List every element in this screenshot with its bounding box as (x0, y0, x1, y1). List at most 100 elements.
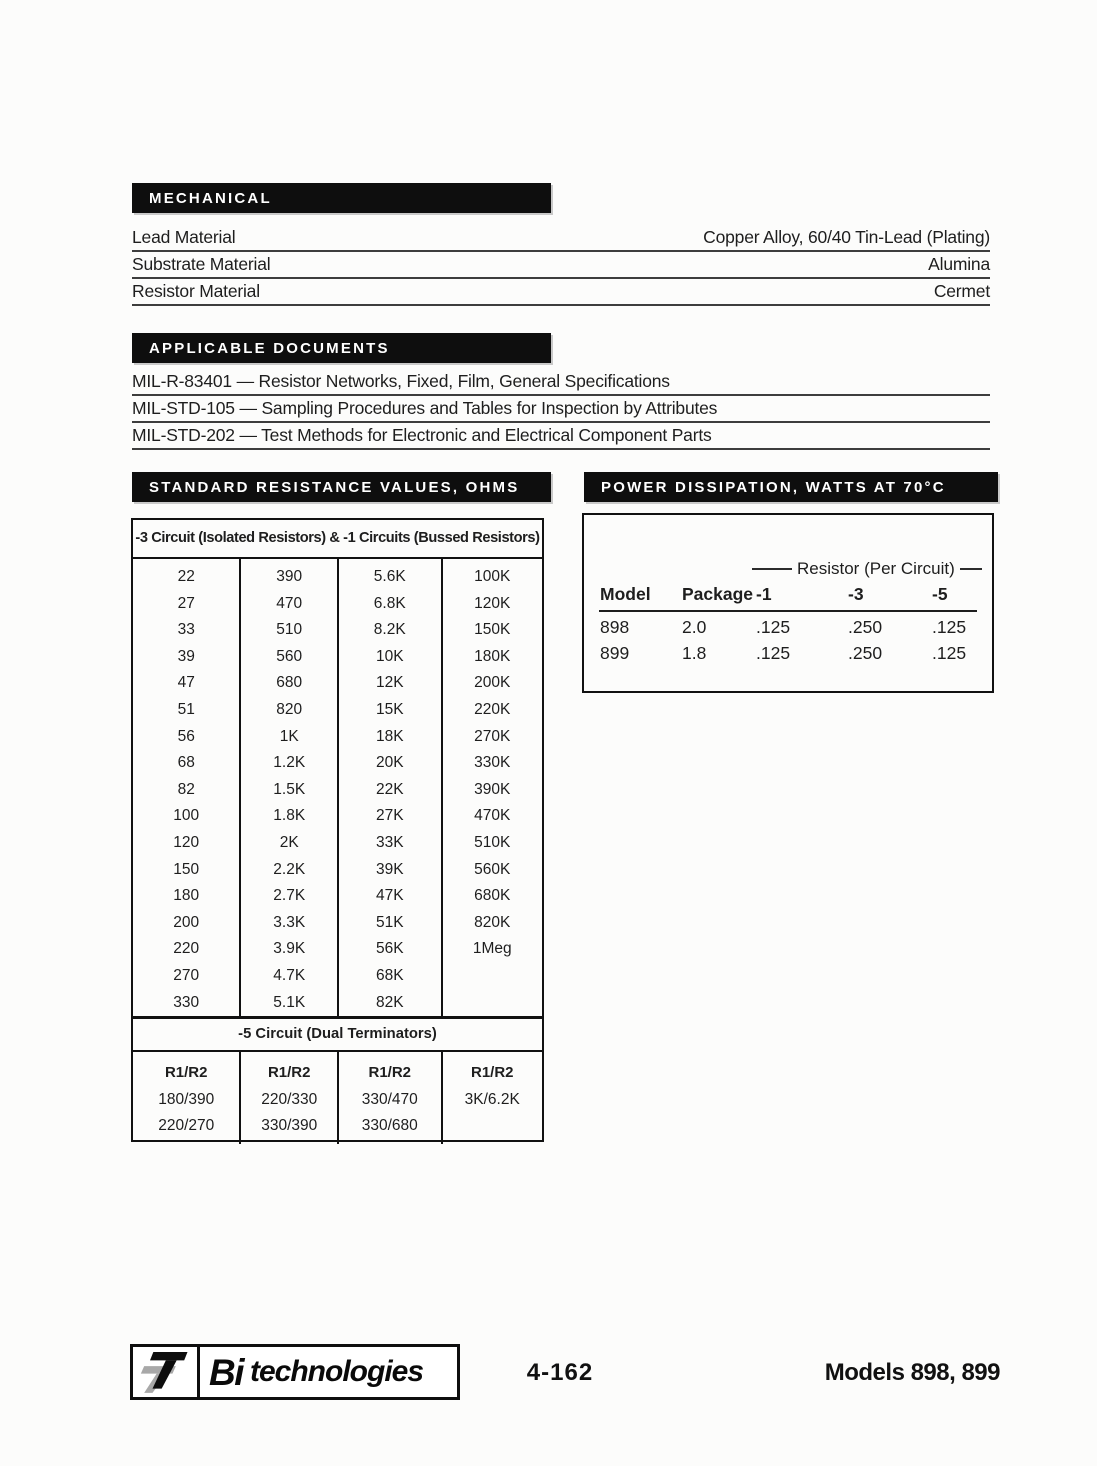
resistance-value: 100 (173, 807, 200, 825)
resistance-value: 1.2K (273, 754, 306, 772)
resistance-value: 1.5K (273, 780, 306, 798)
resistance-value: 680K (474, 887, 511, 905)
resistance-value: 47 (177, 674, 195, 692)
resistance-value: 33 (177, 621, 195, 639)
resistance-column: 100K 120K 150K 180K 200K 220K 270K 330K 390K 470K… (443, 559, 543, 1016)
resistance-column: 390 470 510 560 680 820 1K 1.2K 1.5K 1.8K 2K 2.2K 2.… (241, 559, 339, 1016)
dual-terminator-value: 330/390 (261, 1117, 318, 1134)
resistance-value: 820 (276, 700, 303, 718)
resistance-value: 22 (177, 568, 195, 585)
resistance-value: 51 (177, 700, 195, 718)
footer-logo: Bi technologies (130, 1344, 460, 1400)
power-cell: 2.0 (682, 617, 707, 637)
dual-terminator-grid: R1/R2 180/390 220/270 R1/R2 220/330 330/390 R1… (133, 1052, 542, 1144)
power-col-header-5: -5 (932, 584, 948, 604)
span-dash-right (959, 568, 982, 570)
resistance-column: 22 27 33 39 47 51 56 68 82 100 120 150 180 200 220 270 3… (133, 559, 242, 1016)
resistance-value: 510 (276, 621, 303, 639)
power-cell: .250 (848, 617, 883, 637)
section-header-applicable-documents: APPLICABLE DOCUMENTS (132, 333, 551, 363)
power-row: 898 2.0 .125 .250 .125 (584, 614, 992, 640)
resistance-grid: 22 27 33 39 47 51 56 68 82 100 120 150 180 200 220 270 3… (133, 559, 542, 1016)
resistance-value: 51K (375, 913, 404, 931)
power-dissipation-table: Resistor (Per Circuit) Model Package -1 … (582, 513, 994, 693)
dual-terminator-column: R1/R2 180/390 220/270 (133, 1052, 242, 1144)
resistance-value: 5.1K (273, 993, 306, 1011)
resistance-value: 150 (173, 860, 200, 878)
resistance-value: 8.2K (373, 621, 406, 639)
resistance-value: 33K (375, 833, 404, 851)
dual-terminator-value: 330/470 (361, 1091, 418, 1108)
spec-value: Cermet (933, 281, 990, 301)
resistance-value: 560K (474, 860, 511, 878)
resistance-value: 560 (276, 647, 303, 665)
dual-terminator-value: 330/680 (361, 1117, 418, 1134)
dual-terminator-column: R1/R2 330/470 330/680 (339, 1052, 443, 1144)
resistance-value: 82K (375, 993, 404, 1011)
dual-terminator-value: 220/330 (261, 1091, 318, 1108)
spec-label: Lead Material (132, 227, 236, 247)
resistance-value: 2K (279, 833, 299, 851)
logo-text: Bi technologies (200, 1347, 457, 1397)
resistance-table-header: -3 Circuit (Isolated Resistors) & -1 Cir… (133, 520, 542, 559)
resistance-value: 100K (474, 568, 511, 585)
power-cell: .250 (848, 643, 883, 663)
span-header-label: Resistor (Per Circuit) (797, 559, 955, 578)
document-item: MIL-STD-105 — Sampling Procedures and Ta… (132, 396, 990, 423)
logo-technologies-label: technologies (250, 1355, 424, 1388)
dual-col-header: R1/R2 (470, 1064, 514, 1081)
logo-bi-label: Bi (209, 1351, 245, 1393)
resistance-value: 220K (474, 700, 511, 718)
applicable-documents-list: MIL-R-83401 — Resistor Networks, Fixed, … (132, 369, 990, 450)
resistance-value: 330K (474, 754, 511, 772)
resistance-value: 22K (375, 780, 404, 798)
document-item: MIL-R-83401 — Resistor Networks, Fixed, … (132, 369, 990, 396)
power-col-header-package: Package (682, 584, 754, 604)
power-cell: .125 (932, 643, 967, 663)
power-cell: 899 (600, 643, 630, 663)
span-dash-left (752, 568, 792, 570)
section-header-power-dissipation: POWER DISSIPATION, WATTS AT 70°C (584, 472, 998, 502)
dual-terminator-column: R1/R2 3K/6.2K (443, 1052, 543, 1144)
resistance-value: 2.2K (273, 860, 306, 878)
logo-tt-icon (133, 1347, 200, 1397)
resistance-value: 56 (177, 727, 195, 745)
power-col-header-1: -1 (756, 584, 772, 604)
power-cell: .125 (756, 643, 791, 663)
spec-label: Substrate Material (132, 254, 271, 274)
resistance-value: 270K (474, 727, 511, 745)
section-header-mechanical: MECHANICAL (132, 183, 551, 213)
power-header-rule (599, 610, 977, 612)
resistance-value: 200K (474, 674, 511, 692)
power-row: 899 1.8 .125 .250 .125 (584, 640, 992, 666)
resistance-value: 200 (173, 913, 200, 931)
resistance-value: 15K (375, 700, 404, 718)
spec-label: Resistor Material (132, 281, 260, 301)
resistance-value: 1K (279, 727, 299, 745)
dual-terminator-header: -5 Circuit (Dual Terminators) (133, 1016, 542, 1052)
document-item: MIL-STD-202 — Test Methods for Electroni… (132, 423, 990, 450)
dual-col-header: R1/R2 (368, 1064, 412, 1081)
resistance-value: 180 (173, 887, 200, 905)
resistance-value: 680 (276, 674, 303, 692)
resistance-value: 470 (276, 594, 303, 612)
spec-row-resistor-material: Resistor Material Cermet (132, 279, 990, 306)
resistance-value: 1.8K (273, 807, 306, 825)
resistance-value: 3.9K (273, 940, 306, 958)
power-cell: 1.8 (682, 643, 707, 663)
resistance-value: 27 (177, 594, 195, 612)
spec-value: Alumina (928, 254, 990, 274)
spec-row-substrate-material: Substrate Material Alumina (132, 252, 990, 279)
resistance-value: 150K (474, 621, 511, 639)
resistance-value: 39K (375, 860, 404, 878)
resistance-value: 270 (173, 966, 200, 984)
power-col-header-model: Model (600, 584, 651, 604)
resistance-value: 27K (375, 807, 404, 825)
section-header-standard-resistance: STANDARD RESISTANCE VALUES, OHMS (132, 472, 551, 502)
resistance-column: 5.6K 6.8K 8.2K 10K 12K 15K 18K 20K 22K 27K 33K 39K 4… (339, 559, 443, 1016)
resistance-value: 510K (474, 833, 511, 851)
resistance-value: 3.3K (273, 913, 306, 931)
dual-terminator-column: R1/R2 220/330 330/390 (241, 1052, 339, 1144)
resistance-value: 120 (173, 833, 200, 851)
spec-row-lead-material: Lead Material Copper Alloy, 60/40 Tin-Le… (132, 225, 990, 252)
